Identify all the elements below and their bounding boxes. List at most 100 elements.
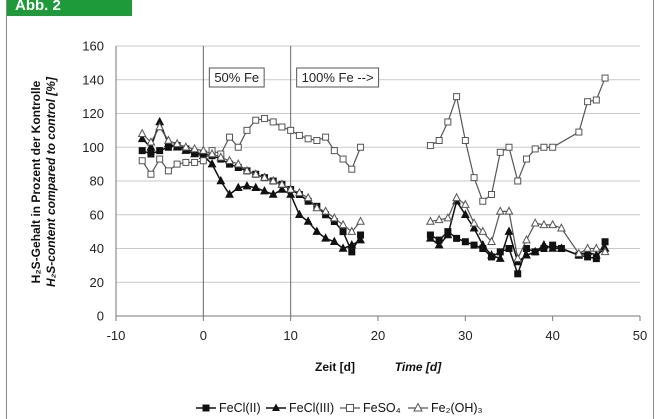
data-point — [312, 226, 322, 235]
annotation-100-fe-text: 100% Fe --> — [302, 70, 374, 85]
y-axis-label-en: H₂S-content compared to control [%] — [44, 76, 58, 287]
legend-label-fecl2: FeCl(II) — [219, 401, 261, 415]
data-point — [540, 143, 548, 151]
data-point — [233, 159, 243, 168]
data-point — [251, 182, 261, 192]
figure-frame: Abb. 2 — [6, 0, 654, 419]
data-point — [294, 187, 304, 197]
data-point — [347, 240, 357, 249]
legend-item-fe2oh3: Fe₂(OH)₃ — [408, 401, 483, 415]
data-point — [225, 189, 234, 198]
data-point — [443, 213, 453, 222]
y-tick-label: 60 — [90, 207, 104, 222]
data-point — [243, 126, 251, 134]
data-point — [286, 184, 296, 193]
x-tick-label: 0 — [200, 328, 207, 343]
data-point — [584, 98, 592, 106]
data-point — [591, 250, 601, 259]
y-tick-label: 120 — [82, 106, 104, 121]
data-point — [251, 169, 261, 178]
legend-item-fecl2: FeCl(II) — [196, 401, 261, 415]
data-point — [198, 145, 208, 154]
data-point — [548, 243, 558, 252]
data-point — [164, 167, 172, 175]
data-point — [453, 93, 461, 101]
data-point — [216, 152, 226, 161]
data-point — [277, 179, 287, 188]
data-point — [470, 174, 478, 182]
data-point — [191, 158, 199, 166]
data-point — [313, 137, 321, 144]
data-point — [322, 133, 330, 141]
data-point — [426, 142, 434, 150]
x-tick-label: -10 — [107, 328, 126, 343]
data-point — [470, 241, 478, 249]
data-point — [242, 165, 252, 175]
series-2 — [138, 74, 609, 205]
data-point — [356, 234, 365, 244]
data-point — [504, 206, 514, 215]
data-point — [549, 143, 557, 151]
x-tick-label: 20 — [371, 328, 385, 343]
legend-marker-fecl2 — [202, 404, 210, 412]
data-point — [522, 234, 531, 244]
data-point — [356, 216, 365, 225]
data-point — [304, 135, 312, 143]
data-point — [207, 159, 217, 168]
data-point — [294, 209, 304, 219]
data-point — [268, 175, 278, 185]
data-point — [522, 250, 531, 259]
data-point — [487, 250, 496, 259]
data-point — [453, 234, 461, 242]
data-point — [172, 138, 182, 148]
data-point — [575, 128, 583, 136]
series-1 — [137, 116, 610, 266]
series-3 — [137, 121, 610, 262]
y-tick-label: 160 — [82, 39, 104, 54]
data-point — [425, 216, 435, 225]
data-point — [460, 209, 470, 219]
y-tick-label: 0 — [97, 309, 104, 324]
y-axis-label-de: H₂S-Gehalt in Prozent der Kontrolle — [29, 80, 43, 283]
data-point — [303, 216, 313, 225]
data-point — [444, 118, 452, 126]
data-point — [329, 213, 339, 222]
data-point — [574, 248, 584, 257]
legend-marker-feso4 — [346, 404, 354, 412]
data-point — [425, 233, 435, 242]
data-point — [443, 229, 453, 239]
y-tick-label: 100 — [82, 140, 104, 155]
data-point — [487, 236, 496, 246]
data-point — [155, 121, 165, 131]
data-point — [556, 243, 566, 252]
y-tick-label: 140 — [82, 72, 104, 87]
data-point — [321, 233, 331, 242]
y-tick-label: 80 — [90, 174, 104, 189]
data-point — [469, 223, 479, 232]
data-point — [329, 236, 339, 246]
legend: FeCl(II) FeCl(III) FeSO₄ Fe₂(OH)₃ — [196, 401, 483, 415]
annotation-100-fe: 100% Fe --> — [296, 67, 380, 88]
data-point — [182, 158, 190, 166]
data-point — [530, 246, 540, 256]
annotation-50-fe: 50% Fe — [208, 67, 265, 88]
legend-label-fe2oh3: Fe₂(OH)₃ — [431, 401, 483, 415]
data-point — [347, 226, 357, 235]
data-point — [435, 137, 443, 144]
data-point — [434, 240, 444, 249]
data-point — [146, 142, 156, 151]
data-point — [514, 177, 522, 185]
legend-marker-fecl3 — [272, 403, 280, 411]
data-point — [277, 184, 287, 193]
data-point — [339, 228, 347, 236]
data-point — [260, 172, 269, 181]
data-point — [173, 160, 181, 168]
y-tick-label: 40 — [90, 241, 104, 256]
data-point — [225, 155, 234, 165]
data-point — [156, 155, 164, 163]
data-point — [330, 147, 338, 155]
data-point — [216, 175, 226, 185]
data-point — [348, 165, 356, 173]
x-tick-label: 10 — [283, 328, 297, 343]
